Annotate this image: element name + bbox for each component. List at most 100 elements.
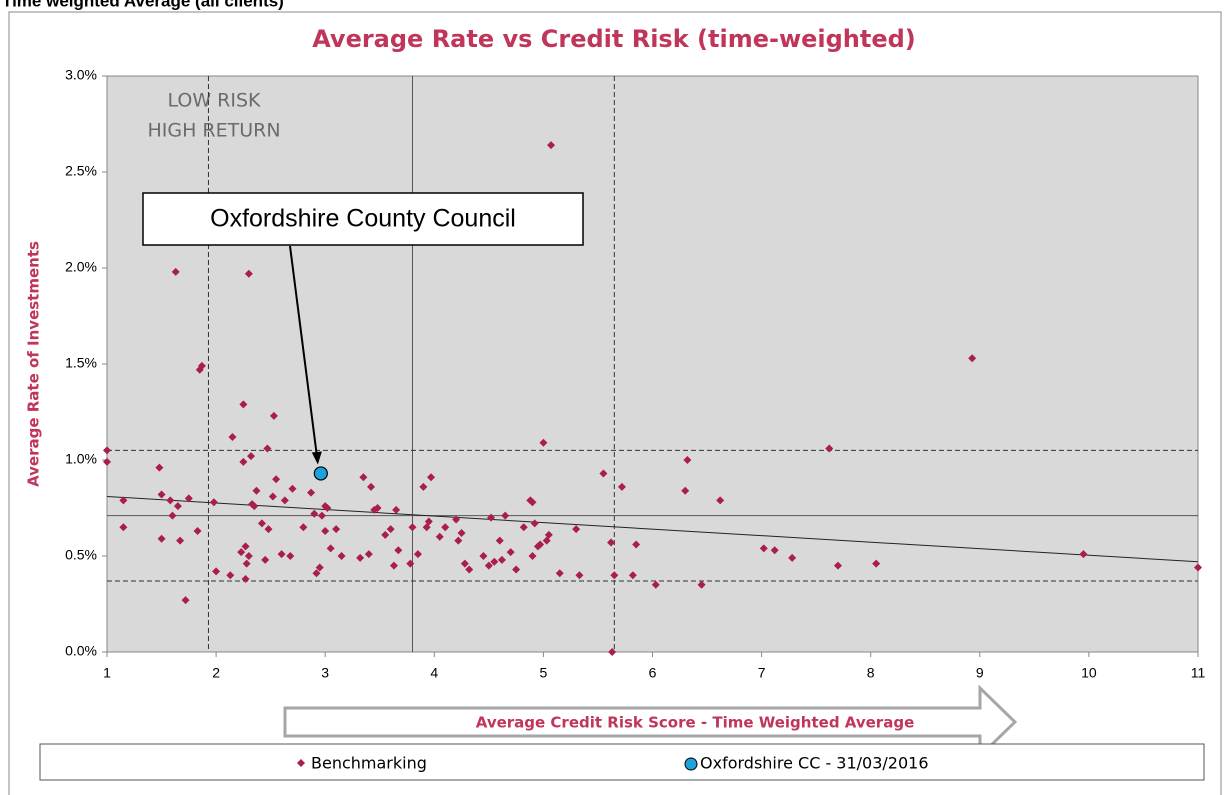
point [487, 513, 496, 522]
y-axis-label: Average Rate of Investments [25, 241, 43, 487]
point [519, 523, 528, 532]
point [288, 484, 297, 493]
point [617, 482, 626, 491]
point [544, 530, 553, 539]
point [364, 550, 373, 559]
point [268, 492, 277, 501]
x-tick-label: 11 [1191, 665, 1206, 681]
point [168, 511, 177, 520]
point [312, 569, 321, 578]
point [607, 538, 616, 547]
point [413, 550, 422, 559]
point [506, 548, 515, 557]
legend [39, 743, 1205, 781]
point [239, 400, 248, 409]
point [193, 527, 202, 536]
point [697, 580, 706, 589]
point [575, 571, 584, 580]
point [610, 571, 619, 580]
point [119, 496, 128, 505]
point [321, 527, 330, 536]
x-tick-label: 7 [758, 665, 766, 681]
x-tick-label: 3 [321, 665, 329, 681]
point [608, 648, 617, 656]
point [632, 540, 641, 549]
y-tick-label: 0.0% [65, 643, 97, 659]
point [103, 457, 111, 466]
x-tick-label: 8 [867, 665, 875, 681]
x-arrow [283, 684, 1018, 760]
point [628, 571, 637, 580]
point [317, 511, 326, 520]
point [681, 486, 690, 495]
point [326, 544, 335, 553]
point [280, 496, 289, 505]
point [759, 544, 768, 553]
x-tick-label: 6 [649, 665, 657, 681]
point [1079, 550, 1088, 559]
point [490, 557, 499, 566]
point [269, 411, 278, 420]
point [1194, 563, 1202, 572]
point [454, 536, 463, 545]
point [247, 452, 256, 461]
y-tick-label: 3.0% [65, 67, 97, 83]
page-title: Time weighted Average (all clients) [2, 0, 284, 10]
point [332, 525, 341, 534]
point [394, 546, 403, 555]
point [155, 463, 164, 472]
callout-arrow [289, 245, 318, 456]
point [408, 523, 417, 532]
point [373, 504, 382, 512]
point [716, 496, 725, 505]
y-tick-label: 0.5% [65, 547, 97, 563]
point [239, 457, 248, 466]
point [381, 530, 390, 539]
point [441, 523, 450, 532]
point [157, 534, 166, 543]
x-axis-label: Average Credit Risk Score - Time Weighte… [476, 714, 915, 732]
point [244, 552, 253, 560]
legend-marker [297, 759, 305, 767]
point [315, 563, 324, 572]
point [389, 561, 398, 570]
point [237, 548, 246, 557]
x-tick-label: 5 [540, 665, 548, 681]
callout-arrowhead [311, 451, 322, 465]
plot-area [106, 75, 1199, 653]
point [212, 567, 221, 576]
point [261, 555, 270, 564]
trendline [106, 495, 1199, 563]
point [103, 446, 111, 455]
point [286, 552, 295, 560]
point [424, 517, 433, 526]
point [386, 525, 395, 534]
point [683, 456, 692, 464]
point [460, 559, 469, 568]
x-tick-label: 9 [976, 665, 984, 681]
point [555, 569, 564, 578]
point [457, 528, 466, 537]
point [359, 473, 368, 482]
point [501, 511, 510, 520]
point [241, 575, 250, 584]
point [241, 542, 250, 551]
point [228, 432, 237, 441]
point [184, 494, 193, 503]
legend-label: Benchmarking [311, 754, 427, 773]
y-tick-label: 2.5% [65, 163, 97, 179]
point [197, 361, 206, 370]
legend-label: Oxfordshire CC - 31/03/2016 [700, 754, 929, 773]
point [419, 482, 428, 491]
y-tick-label: 1.0% [65, 451, 97, 467]
point [252, 486, 261, 495]
point [825, 444, 834, 453]
point [547, 141, 556, 150]
point [788, 553, 797, 562]
annotation: HIGH RETURN [147, 120, 280, 142]
point [392, 505, 401, 514]
chart-title: Average Rate vs Credit Risk (time-weight… [312, 25, 916, 53]
x-tick-label: 2 [212, 665, 220, 681]
point [770, 546, 779, 555]
point [250, 502, 259, 511]
